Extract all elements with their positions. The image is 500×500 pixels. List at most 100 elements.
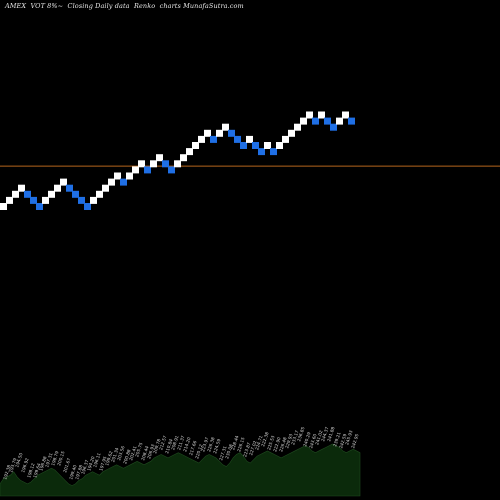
down-brick: [162, 160, 169, 168]
price-label: 197.31: [44, 452, 54, 468]
up-brick: [282, 135, 289, 143]
up-brick: [204, 129, 211, 137]
up-brick: [192, 142, 199, 149]
price-label: 214.20: [182, 436, 192, 452]
price-label: 240.29: [302, 431, 312, 447]
price-label: 222.90: [272, 436, 282, 452]
up-brick: [174, 160, 181, 168]
price-label: 198.12: [26, 462, 36, 478]
up-brick: [342, 111, 349, 119]
price-label: 208.44: [140, 445, 150, 461]
price-label: 200.88: [122, 448, 132, 464]
price-label: 200.15: [56, 450, 66, 466]
up-brick: [300, 117, 307, 125]
price-label: 209.78: [152, 438, 162, 454]
down-brick: [78, 196, 85, 204]
up-brick: [102, 184, 109, 192]
price-label: 197.88: [74, 464, 84, 480]
price-label: 196.11: [92, 452, 102, 468]
price-label: 192.38: [2, 464, 12, 480]
down-brick: [84, 203, 91, 210]
price-label: 199.62: [104, 450, 114, 466]
price-label: 206.93: [146, 443, 156, 459]
price-label: 196.88: [38, 455, 48, 471]
up-brick: [180, 154, 187, 162]
price-label: 196.37: [80, 459, 90, 475]
price-label: 205.75: [134, 442, 144, 458]
price-label: 225.53: [266, 435, 276, 451]
up-brick: [222, 123, 229, 131]
price-label: 220.12: [194, 443, 204, 459]
down-brick: [228, 129, 235, 137]
price-label: 208.91: [170, 435, 180, 451]
price-label: 244.37: [320, 426, 330, 442]
price-label: 241.02: [314, 429, 324, 445]
price-label: 212.57: [158, 435, 168, 451]
up-brick: [126, 172, 133, 180]
up-brick: [318, 111, 325, 119]
volume-area: [0, 443, 361, 497]
down-brick: [348, 117, 355, 125]
up-brick: [150, 160, 157, 168]
price-label: 223.97: [200, 436, 210, 452]
down-brick: [66, 184, 73, 192]
down-brick: [24, 190, 31, 198]
up-brick: [216, 129, 223, 137]
up-brick: [294, 123, 301, 131]
up-brick: [54, 184, 61, 192]
price-label: 245.93: [344, 429, 354, 445]
up-brick: [264, 142, 271, 149]
price-label: 193.79: [8, 457, 18, 473]
price-label: 224.71: [254, 435, 264, 451]
up-brick: [138, 160, 145, 168]
up-brick: [60, 178, 67, 186]
down-brick: [324, 117, 331, 125]
price-label: 226.15: [236, 436, 246, 452]
down-brick: [168, 166, 175, 174]
up-brick: [132, 166, 139, 174]
price-label: 199.64: [32, 462, 42, 478]
down-brick: [120, 178, 127, 186]
down-brick: [72, 190, 79, 198]
price-label: 229.93: [284, 433, 294, 449]
up-brick: [156, 154, 163, 162]
price-label: 197.95: [98, 455, 108, 471]
down-brick: [270, 148, 277, 156]
price-label: 224.59: [212, 438, 222, 454]
price-label: 211.37: [176, 435, 186, 451]
price-label: 242.59: [338, 433, 348, 449]
up-brick: [114, 172, 121, 180]
down-brick: [36, 203, 43, 210]
down-brick: [252, 142, 259, 149]
up-brick: [288, 129, 295, 137]
down-brick: [258, 148, 265, 156]
up-brick: [6, 196, 13, 204]
price-label: 230.08: [224, 443, 234, 459]
up-brick: [12, 190, 19, 198]
price-label: 226.48: [278, 436, 288, 452]
price-label: 226.38: [206, 436, 216, 452]
up-brick: [276, 142, 283, 149]
down-brick: [234, 135, 241, 143]
up-brick: [90, 196, 97, 204]
up-brick: [336, 117, 343, 125]
price-label: 236.85: [296, 426, 306, 442]
price-label: 222.38: [260, 431, 270, 447]
price-label: 203.56: [116, 445, 126, 461]
price-label: 202.41: [128, 445, 138, 461]
down-brick: [30, 196, 37, 204]
up-brick: [0, 203, 7, 210]
down-brick: [240, 142, 247, 149]
price-label: 201.67: [62, 457, 72, 473]
up-brick: [96, 190, 103, 198]
down-brick: [330, 123, 337, 131]
up-brick: [246, 135, 253, 143]
price-label: 233.17: [290, 429, 300, 445]
price-label: 194.20: [86, 455, 96, 471]
price-label: 227.02: [248, 440, 258, 456]
price-label: 243.60: [308, 433, 318, 449]
chart-title: AMEX VOT 8%~ Closing Daily data Renko ch…: [5, 2, 244, 10]
down-brick: [210, 135, 217, 143]
price-label: 228.44: [230, 435, 240, 451]
